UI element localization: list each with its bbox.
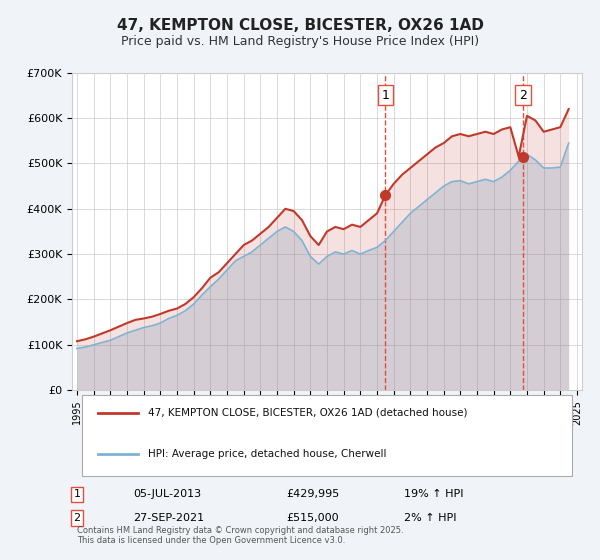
Text: 05-JUL-2013: 05-JUL-2013 [133,489,202,500]
Text: 2% ↑ HPI: 2% ↑ HPI [404,513,456,523]
Text: 47, KEMPTON CLOSE, BICESTER, OX26 1AD (detached house): 47, KEMPTON CLOSE, BICESTER, OX26 1AD (d… [149,408,468,418]
Text: HPI: Average price, detached house, Cherwell: HPI: Average price, detached house, Cher… [149,449,387,459]
FancyBboxPatch shape [82,395,572,476]
Text: 1: 1 [382,88,389,101]
Text: Price paid vs. HM Land Registry's House Price Index (HPI): Price paid vs. HM Land Registry's House … [121,35,479,49]
Text: 47, KEMPTON CLOSE, BICESTER, OX26 1AD: 47, KEMPTON CLOSE, BICESTER, OX26 1AD [116,18,484,32]
Text: 2: 2 [519,88,527,101]
Text: 27-SEP-2021: 27-SEP-2021 [133,513,205,523]
Text: 19% ↑ HPI: 19% ↑ HPI [404,489,463,500]
Text: £515,000: £515,000 [286,513,339,523]
Text: £429,995: £429,995 [286,489,340,500]
Text: 2: 2 [74,513,80,523]
Text: 1: 1 [74,489,80,500]
Text: Contains HM Land Registry data © Crown copyright and database right 2025.
This d: Contains HM Land Registry data © Crown c… [77,526,404,545]
